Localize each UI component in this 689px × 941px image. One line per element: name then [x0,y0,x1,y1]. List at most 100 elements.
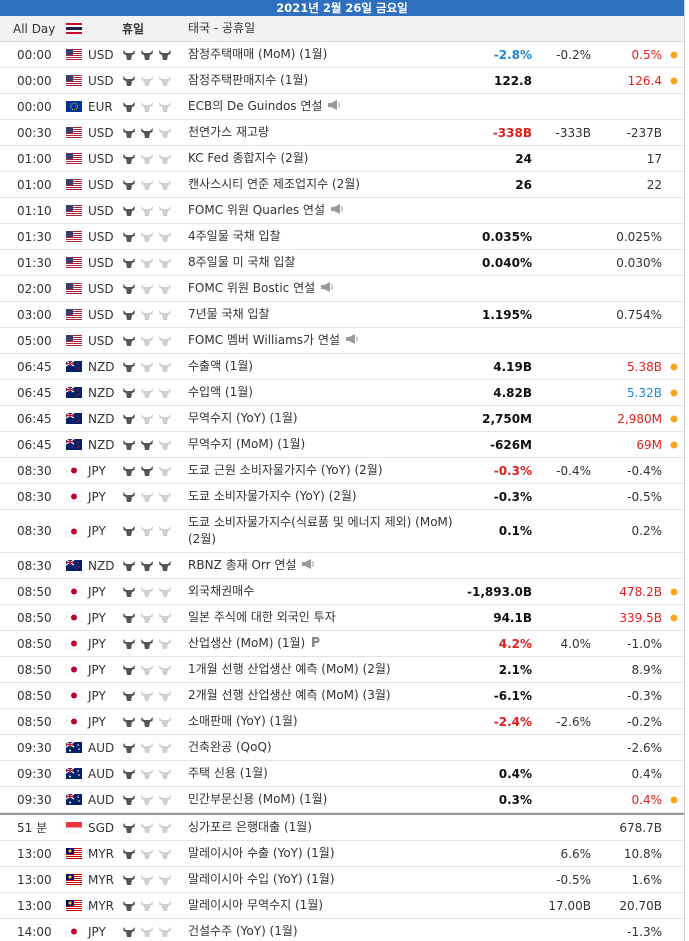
event-row: 06:45 NZD 무역수지 (MoM) (1월) -626M 69M [0,432,684,458]
dot [670,77,678,84]
flag-icon [66,822,82,833]
bull-shape [159,413,171,424]
bull-icon [141,638,153,649]
event-row: 08:30 JPY 도쿄 소비자물가지수 (YoY) (2월) -0.3% -0.5% [0,484,684,510]
importance [120,127,184,139]
previous: 10.8% [623,846,662,861]
previous: -0.2% [627,714,662,729]
flag-icon [66,465,82,476]
bull-icon [141,465,153,476]
flag [60,560,88,571]
flag [60,491,88,502]
bull-icon [123,638,135,649]
bull-shape [159,560,171,571]
bull-icon [123,926,135,937]
importance [120,900,184,912]
forecast: -333B [555,125,591,140]
currency: NZD [88,437,115,452]
forecast: 4.0% [560,636,592,651]
bull-shape [159,153,171,164]
bull-icon [159,822,171,833]
bull-icon [159,439,171,450]
flag [60,794,88,805]
bull-shape [123,612,135,623]
event-name: 산업생산 (MoM) (1월) [184,631,464,656]
event-name: 캔사스시티 연준 제조업지수 (2월) [184,172,464,197]
speech-icon [328,100,341,110]
dot [670,796,678,803]
event-text: 말레이시아 수출 (YoY) (1월) [188,846,335,860]
bull-shape [141,387,153,398]
bull-shape [123,465,135,476]
event-name: 천연가스 재고량 [184,120,464,145]
bull-shape [123,526,135,536]
flag [60,586,88,597]
importance [120,309,184,321]
bull-shape [159,586,171,597]
event-text: 도쿄 근원 소비자물가지수 (YoY) (2월) [188,463,383,477]
event-row: 03:00 USD 7년물 국채 입찰 1.195% 0.754% [0,302,684,328]
flag [60,926,88,937]
bull-shape [123,768,135,779]
bull-shape [141,49,153,60]
bull-icon [159,413,171,424]
bull-shape [123,716,135,727]
bull-icon [141,716,153,727]
event-text: 일본 주식에 대한 외국인 투자 [188,610,336,624]
event-row: 01:30 USD 4주일물 국채 입찰 0.035% 0.025% [0,224,684,250]
bull-shape [159,127,171,138]
bull-icon [141,257,153,268]
flag-icon [66,525,82,537]
time: 08:30 [17,524,52,538]
event-row: 08:50 JPY 소매판매 (YoY) (1월) -2.4% -2.6% -0.2% [0,709,684,735]
importance [120,690,184,702]
currency: JPY [88,489,106,504]
event-text: 4주일물 국채 입찰 [188,229,281,243]
event-row: 05:00 USD FOMC 멤버 Williams가 연설 [0,328,684,354]
forecast: 17.00B [548,898,591,913]
event-name: 건설수주 (YoY) (1월) [184,919,464,941]
currency: USD [88,281,114,296]
bull-icon [141,335,153,346]
flag [60,231,88,242]
bull-icon [159,283,171,294]
importance [120,768,184,780]
previous: -237B [626,125,662,140]
event-text: 소매판매 (YoY) (1월) [188,714,298,728]
event-name: 도쿄 근원 소비자물가지수 (YoY) (2월) [184,458,464,483]
bull-shape [141,257,153,268]
bull-icon [141,900,153,911]
currency: AUD [88,792,115,807]
flag-icon [66,768,82,779]
event-text: 잠정주택매매 (MoM) (1월) [188,47,328,61]
time: 00:30 [17,125,52,140]
importance [120,231,184,243]
revision-dot [662,614,684,622]
previous: 0.030% [616,255,662,270]
currency: NZD [88,558,115,573]
bull-shape [141,638,153,649]
bull-shape [159,387,171,398]
flag [60,465,88,476]
bull-shape [141,586,153,597]
bull-icon [141,387,153,398]
flag [60,900,88,911]
bull-icon [141,526,153,536]
bull-shape [141,127,153,138]
bull-icon [123,413,135,424]
flag-icon [66,586,82,597]
importance [120,794,184,806]
time: 08:30 [17,558,52,573]
bull-shape [123,231,135,242]
event-row: 06:45 NZD 수입액 (1월) 4.82B 5.32B [0,380,684,406]
time: 01:00 [17,151,52,166]
actual: -0.3% [493,463,532,478]
time: 06:45 [17,437,52,452]
previous: 0.4% [631,792,663,807]
currency: EUR [88,99,113,114]
previous: 17 [646,151,662,166]
event-name: 잠정주택매매 (MoM) (1월) [184,42,464,67]
currency: USD [88,73,114,88]
bull-shape [123,127,135,138]
event-row: 08:30 NZD RBNZ 총재 Orr 연설 [0,553,684,579]
